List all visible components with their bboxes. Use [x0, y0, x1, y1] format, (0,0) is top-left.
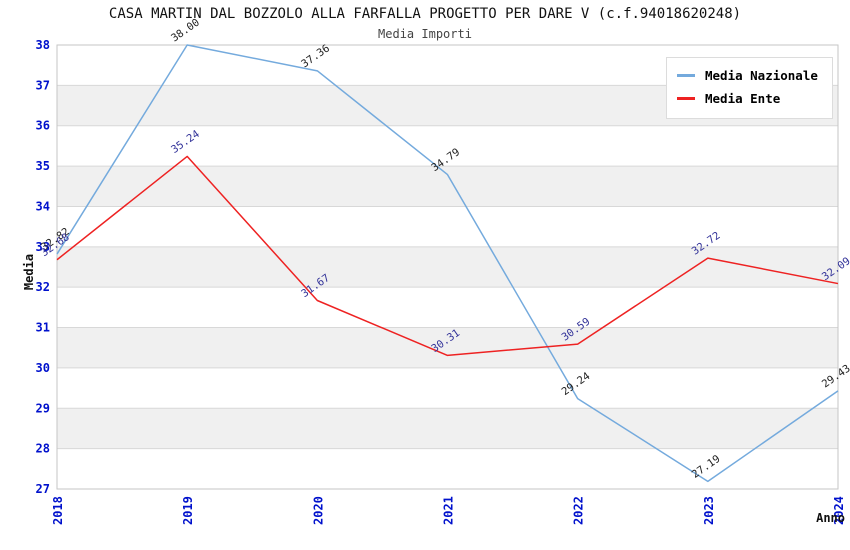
- y-tick-label: 29: [36, 401, 50, 415]
- legend-item-media-nazionale[interactable]: Media Nazionale: [677, 64, 818, 87]
- x-tick-label: 2021: [442, 496, 456, 525]
- x-axis-title: Anno: [816, 511, 845, 525]
- legend: Media Nazionale Media Ente: [666, 57, 833, 119]
- series-line-media-nazionale: [56, 44, 839, 483]
- x-tick-label: 2024: [832, 496, 846, 525]
- plot-band: [57, 246, 838, 288]
- y-tick-label: 36: [36, 119, 50, 133]
- y-tick-label: 38: [36, 38, 50, 52]
- legend-label: Media Nazionale: [705, 68, 818, 83]
- y-tick-label: 33: [36, 240, 50, 254]
- y-tick-label: 27: [36, 482, 50, 496]
- legend-label: Media Ente: [705, 91, 781, 106]
- y-tick-label: 28: [36, 442, 50, 456]
- x-tick-label: 2019: [181, 496, 195, 525]
- plot-band: [57, 125, 838, 167]
- y-tick-label: 34: [36, 199, 50, 213]
- legend-swatch-media-ente: [677, 97, 695, 100]
- legend-swatch-media-nazionale: [677, 74, 695, 77]
- x-tick-label: 2022: [572, 496, 586, 525]
- y-tick-label: 30: [36, 361, 50, 375]
- x-tick-label: 2023: [702, 496, 716, 525]
- plot-band: [57, 287, 838, 328]
- y-axis-title: Media: [22, 253, 36, 291]
- plot-band: [57, 408, 838, 449]
- plot-band: [57, 206, 838, 247]
- plot-band: [57, 448, 838, 489]
- chart-title: CASA MARTIN DAL BOZZOLO ALLA FARFALLA PR…: [108, 6, 742, 22]
- y-tick-label: 31: [36, 321, 50, 335]
- y-tick-label: 35: [36, 159, 50, 173]
- chart-subtitle: Media Importi: [378, 27, 472, 41]
- x-tick-label: 2018: [51, 496, 65, 525]
- y-tick-label: 37: [36, 78, 50, 92]
- plot-band: [57, 166, 838, 207]
- plot-border: [56, 44, 839, 490]
- series-line-media-ente: [56, 155, 839, 357]
- x-tick-label: 2020: [311, 496, 325, 525]
- y-tick-label: 32: [36, 280, 50, 294]
- plot-band: [57, 327, 838, 368]
- legend-item-media-ente[interactable]: Media Ente: [677, 87, 818, 110]
- plot-band: [57, 367, 838, 409]
